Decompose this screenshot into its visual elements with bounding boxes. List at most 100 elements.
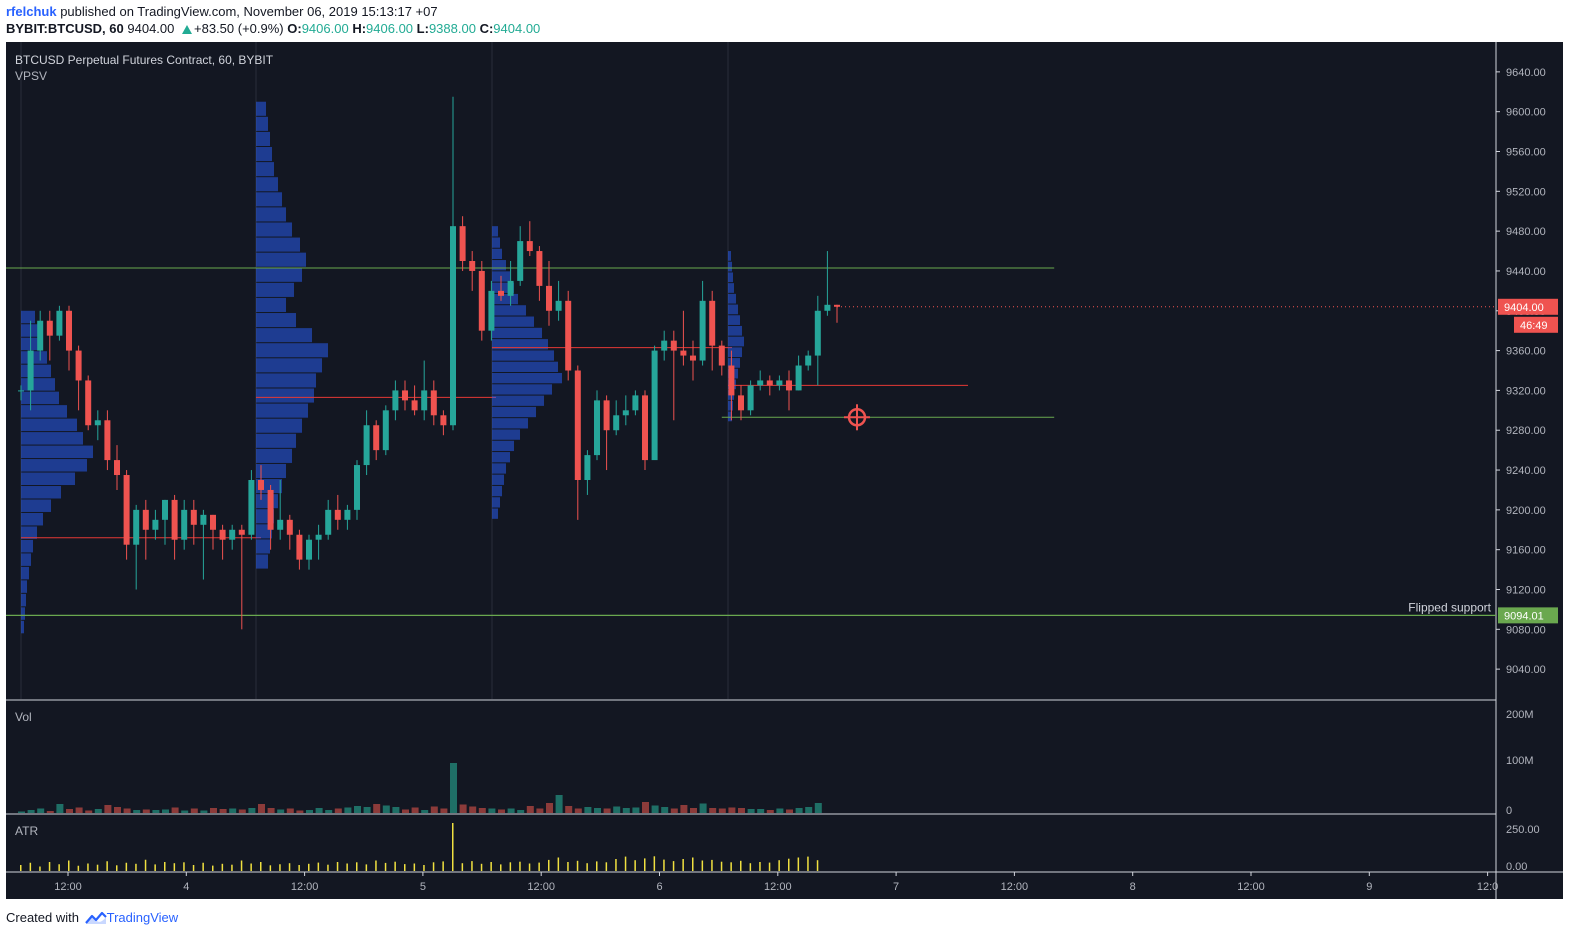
tradingview-link[interactable]: TradingView bbox=[106, 910, 179, 925]
volume-profile-bar bbox=[728, 261, 732, 272]
volume-profile-bar bbox=[492, 248, 502, 260]
volume-profile-bar bbox=[728, 347, 742, 358]
candle-body bbox=[392, 390, 399, 411]
volume-profile-bar bbox=[21, 391, 59, 405]
candle-body bbox=[718, 345, 725, 366]
tradingview-logo-icon bbox=[84, 911, 107, 924]
atr-bar bbox=[48, 862, 51, 871]
candle-body bbox=[584, 455, 591, 480]
created-with-text: Created with bbox=[6, 910, 79, 925]
atr-bar bbox=[20, 865, 22, 871]
price-tick-label: 9560.00 bbox=[1506, 147, 1546, 159]
volume-profile-bar bbox=[256, 418, 302, 433]
volume-bar bbox=[363, 807, 371, 813]
candle-body bbox=[814, 310, 821, 356]
volume-profile-bar bbox=[492, 508, 498, 519]
candle-body bbox=[469, 261, 476, 271]
volume-profile-bar bbox=[256, 403, 308, 418]
volume-profile-bar bbox=[492, 395, 544, 406]
volume-profile-bar bbox=[728, 293, 736, 304]
volume-bar bbox=[430, 806, 438, 813]
last-price: 9404.00 bbox=[127, 21, 175, 36]
time-axis: 12:00 4 12:00 5 12:00 6 12:00 7 12:00 8 12:00 9 12:0 bbox=[54, 872, 1498, 893]
price-tick-label: 9280.00 bbox=[1506, 425, 1546, 437]
atr-bar bbox=[730, 862, 732, 871]
candle-body bbox=[85, 380, 92, 426]
horizontal-levels bbox=[6, 267, 1496, 616]
atr-bar bbox=[807, 856, 809, 871]
chart-area[interactable]: 9640.00 9600.00 9560.00 9520.00 9480.00 9440.… bbox=[6, 42, 1563, 899]
atr-bar bbox=[490, 862, 492, 871]
volume-bar bbox=[200, 810, 208, 813]
volume-bar bbox=[738, 808, 745, 813]
candle-body bbox=[27, 350, 34, 391]
volume-bar bbox=[574, 808, 582, 813]
volume-bar bbox=[642, 802, 649, 813]
volume-profile-bar bbox=[492, 293, 518, 305]
volume-profile-bar bbox=[256, 388, 314, 403]
candle-body bbox=[421, 390, 428, 411]
candle-body bbox=[690, 355, 696, 361]
volume-profile-bar bbox=[256, 554, 268, 569]
volume-bar bbox=[75, 807, 83, 813]
volume-profile-bar bbox=[256, 313, 296, 328]
volume-bar bbox=[382, 805, 390, 813]
atr-bar bbox=[461, 863, 464, 871]
volume-bar bbox=[805, 807, 813, 813]
price-tick-label: 9320.00 bbox=[1506, 385, 1546, 397]
volume-profile-bar bbox=[21, 512, 43, 526]
candle-body bbox=[354, 465, 360, 510]
atr-bar bbox=[528, 863, 531, 871]
price-change: +83.50 (+0.9%) bbox=[194, 21, 284, 36]
volume-bar bbox=[786, 809, 793, 813]
candle-body bbox=[622, 410, 629, 416]
atr-bar bbox=[77, 865, 80, 871]
atr-bar bbox=[164, 862, 166, 871]
candle-body bbox=[507, 280, 514, 296]
candle-body bbox=[651, 350, 658, 461]
author-link[interactable]: rfelchuk bbox=[6, 4, 57, 19]
volume-profile-bar bbox=[21, 472, 75, 486]
price-tick-label: 9600.00 bbox=[1506, 107, 1546, 119]
volume-profile-bar bbox=[492, 474, 504, 485]
candle-body bbox=[824, 304, 831, 311]
volume-profile-bar bbox=[492, 463, 506, 474]
time-tick-label: 12:00 bbox=[764, 881, 792, 893]
atr-bar bbox=[116, 865, 118, 871]
volume-bar bbox=[133, 810, 141, 813]
volume-profile-bar bbox=[21, 351, 47, 364]
volume-bar bbox=[555, 795, 563, 813]
volume-profile-bar bbox=[256, 358, 322, 373]
volume-profile-bar bbox=[21, 539, 33, 553]
volume-bar bbox=[546, 803, 553, 813]
atr-bar bbox=[509, 862, 512, 871]
volume-bar bbox=[190, 808, 198, 813]
atr-bar bbox=[471, 861, 473, 871]
atr-bars bbox=[20, 823, 819, 871]
atr-bar bbox=[68, 860, 70, 871]
candle-body bbox=[94, 420, 101, 426]
atr-bar bbox=[749, 863, 752, 871]
volume-profile-bar bbox=[492, 372, 562, 384]
current-price-label: 9404.00 bbox=[1504, 302, 1544, 314]
candle-body bbox=[450, 226, 456, 426]
volume-bar bbox=[699, 803, 707, 813]
volume-profile-bar bbox=[21, 553, 31, 566]
price-tick-label: 9520.00 bbox=[1506, 186, 1546, 198]
atr-bar bbox=[423, 865, 425, 871]
atr-bar bbox=[58, 864, 60, 871]
chart-canvas[interactable]: 9640.009600.009560.009520.009480.009440.… bbox=[6, 42, 1563, 899]
atr-bar bbox=[356, 862, 358, 871]
candle-body bbox=[373, 425, 380, 451]
candle-body bbox=[210, 514, 216, 530]
candle-body bbox=[402, 390, 408, 401]
close-value: 9404.00 bbox=[493, 21, 541, 36]
atr-bar bbox=[365, 864, 368, 871]
open-label: O: bbox=[287, 21, 302, 36]
volume-bar bbox=[325, 810, 333, 813]
atr-bar bbox=[624, 856, 627, 871]
candle-body bbox=[66, 310, 72, 351]
volume-bar bbox=[286, 808, 294, 813]
volume-bar bbox=[603, 808, 611, 813]
candle-body bbox=[805, 355, 812, 366]
